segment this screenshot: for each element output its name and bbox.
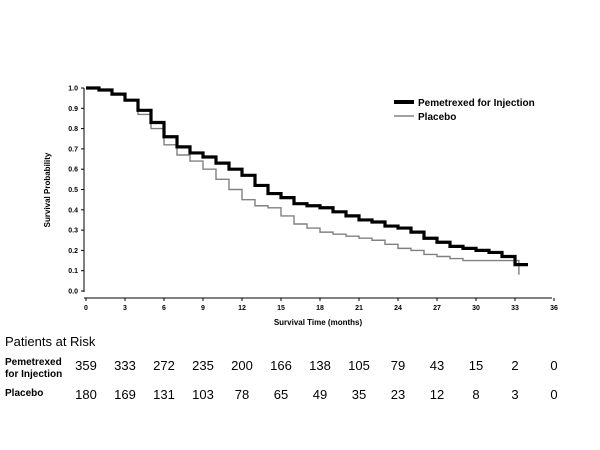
- x-tick-label: 12: [238, 305, 246, 312]
- risk-cell: 12: [429, 387, 445, 402]
- survival-curve-placebo: [86, 87, 520, 275]
- risk-row-label-line2: for Injection: [5, 369, 63, 380]
- legend-label-pemetrexed: Pemetrexed for Injection: [418, 98, 535, 109]
- risk-cell: 0: [550, 387, 558, 402]
- risk-cell: 359: [75, 358, 97, 373]
- x-axis-label: Survival Time (months): [274, 318, 363, 327]
- y-tick-label: 0.2: [68, 248, 78, 255]
- risk-row-label-line1: Pemetrexed: [5, 357, 62, 368]
- risk-cell: 3: [511, 387, 519, 402]
- y-tick-label: 0.7: [68, 146, 78, 153]
- y-tick-label: 0.4: [68, 207, 78, 214]
- risk-row-label-placebo: Placebo: [5, 388, 43, 400]
- risk-cell: 0: [550, 358, 558, 373]
- y-tick-label: 0.0: [68, 289, 78, 296]
- x-tick-label: 36: [550, 305, 558, 312]
- x-tick-label: 21: [355, 305, 363, 312]
- y-tick-label: 0.5: [68, 187, 78, 194]
- x-tick-label: 27: [433, 305, 441, 312]
- x-tick-label: 3: [123, 305, 127, 312]
- risk-cell: 49: [312, 387, 328, 402]
- y-axis-label: Survival Probability: [43, 152, 52, 227]
- risk-cell: 333: [114, 358, 136, 373]
- x-ticks: 0 3 6 9 12 15 18 21 24 27 30 33 36: [84, 298, 558, 312]
- x-tick-label: 9: [201, 305, 205, 312]
- x-tick-label: 18: [316, 305, 324, 312]
- survival-chart: 0.00.10.20.30.40.50.60.70.80.91.0 0 3 6 9 12…: [43, 86, 558, 328]
- y-tick-label: 1.0: [68, 86, 78, 93]
- legend-label-placebo: Placebo: [418, 112, 456, 123]
- risk-cell: 272: [153, 358, 175, 373]
- risk-row-label-pemetrexed: Pemetrexed for Injection: [5, 357, 62, 381]
- risk-cell: 65: [273, 387, 289, 402]
- x-tick-label: 15: [277, 305, 285, 312]
- x-tick-label: 6: [162, 305, 166, 312]
- risk-cell: 78: [234, 387, 250, 402]
- risk-cell: 105: [348, 358, 370, 373]
- risk-cell: 138: [309, 358, 331, 373]
- survival-curve-pemetrexed: [86, 86, 528, 267]
- risk-cell: 2: [511, 358, 519, 373]
- risk-cell: 103: [192, 387, 214, 402]
- y-tick-label: 0.1: [68, 268, 78, 275]
- y-tick-label: 0.9: [68, 106, 78, 113]
- risk-cell: 43: [429, 358, 445, 373]
- y-tick-label: 0.3: [68, 228, 78, 235]
- risk-cell: 8: [472, 387, 480, 402]
- x-tick-label: 33: [511, 305, 519, 312]
- risk-table-title: Patients at Risk: [5, 334, 96, 349]
- risk-cell: 15: [468, 358, 484, 373]
- risk-cell: 200: [231, 358, 253, 373]
- risk-cell: 79: [390, 358, 406, 373]
- y-tick-label: 0.8: [68, 126, 78, 133]
- y-tick-label: 0.6: [68, 167, 78, 174]
- y-ticks: 0.0 0.1 0.2 0.3 0.4 0.5 0.6 0.7 0.8 0.9 1.0: [68, 86, 84, 296]
- risk-cell: 235: [192, 358, 214, 373]
- risk-cell: 166: [270, 358, 292, 373]
- x-tick-label: 30: [472, 305, 480, 312]
- risk-cell: 35: [351, 387, 367, 402]
- x-tick-label: 24: [394, 305, 402, 312]
- survival-curves: [86, 86, 528, 275]
- risk-cell: 23: [390, 387, 406, 402]
- legend: Pemetrexed for Injection Placebo: [394, 98, 535, 123]
- risk-cell: 169: [114, 387, 136, 402]
- risk-cell: 131: [153, 387, 175, 402]
- x-tick-label: 0: [84, 305, 88, 312]
- risk-cell: 180: [75, 387, 97, 402]
- risk-row-label-line1: Placebo: [5, 388, 44, 399]
